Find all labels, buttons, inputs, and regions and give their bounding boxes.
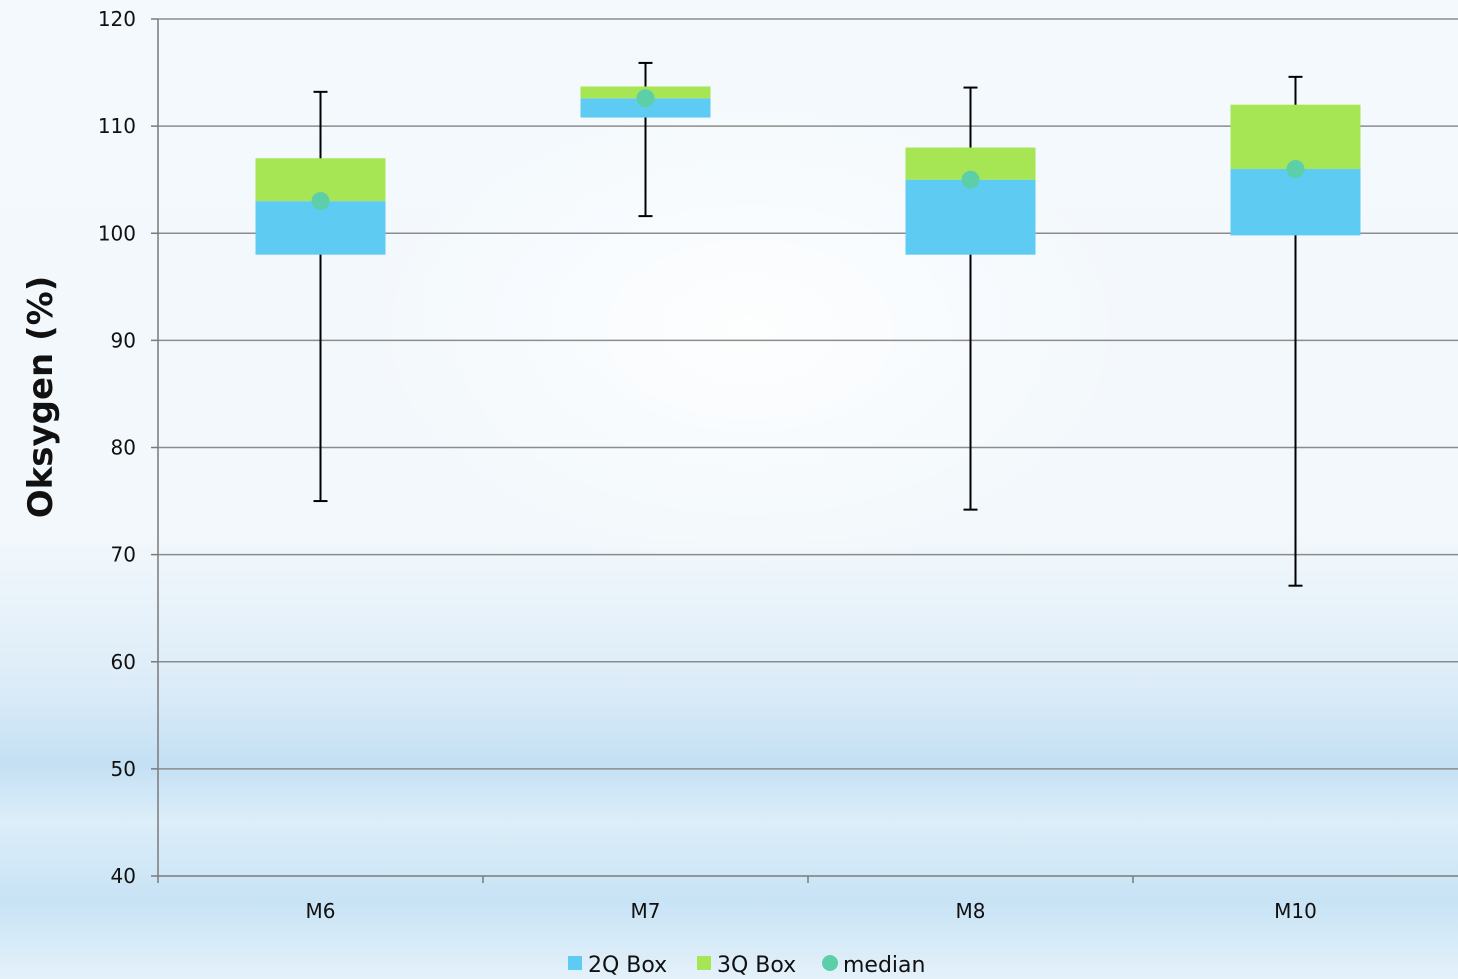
y-tick-label: 100 — [98, 221, 136, 245]
legend-2q-box-label: 2Q Box — [588, 953, 667, 978]
legend-3q-box: 3Q Box — [697, 953, 796, 978]
y-axis-label: Oksygen (%) — [21, 276, 61, 519]
y-tick-label: 80 — [111, 436, 136, 460]
legend-3q-box-swatch — [697, 956, 711, 970]
y-tick-label: 70 — [111, 543, 136, 567]
median-marker-m6 — [312, 192, 330, 210]
x-tick-label-m8: M8 — [956, 899, 986, 923]
y-tick-label: 40 — [111, 864, 136, 888]
box-m7 — [581, 63, 711, 216]
x-tick-label-m6: M6 — [306, 899, 336, 923]
legend-median: median — [822, 953, 925, 978]
box-2q-m10 — [1231, 169, 1361, 235]
legend: 2Q Box 3Q Box median — [568, 953, 925, 978]
median-marker-m7 — [637, 89, 655, 107]
box-3q-m10 — [1231, 105, 1361, 169]
box-m10 — [1231, 77, 1361, 586]
legend-3q-box-label: 3Q Box — [717, 953, 796, 978]
legend-2q-box-swatch — [568, 956, 582, 970]
box-2q-m8 — [906, 180, 1036, 255]
legend-median-label: median — [843, 953, 925, 978]
median-marker-m10 — [1287, 160, 1305, 178]
legend-2q-box: 2Q Box — [568, 953, 667, 978]
median-marker-m8 — [962, 171, 980, 189]
boxes — [256, 63, 1361, 586]
x-tick-label-m10: M10 — [1274, 899, 1317, 923]
y-tick-label: 120 — [98, 7, 136, 31]
box-m8 — [906, 88, 1036, 510]
x-tick-label-m7: M7 — [631, 899, 661, 923]
legend-median-swatch — [822, 955, 838, 971]
box-m6 — [256, 92, 386, 501]
y-tick-label: 90 — [111, 328, 136, 352]
y-tick-label: 50 — [111, 757, 136, 781]
y-tick-label: 110 — [98, 114, 136, 138]
y-tick-label: 60 — [111, 650, 136, 674]
